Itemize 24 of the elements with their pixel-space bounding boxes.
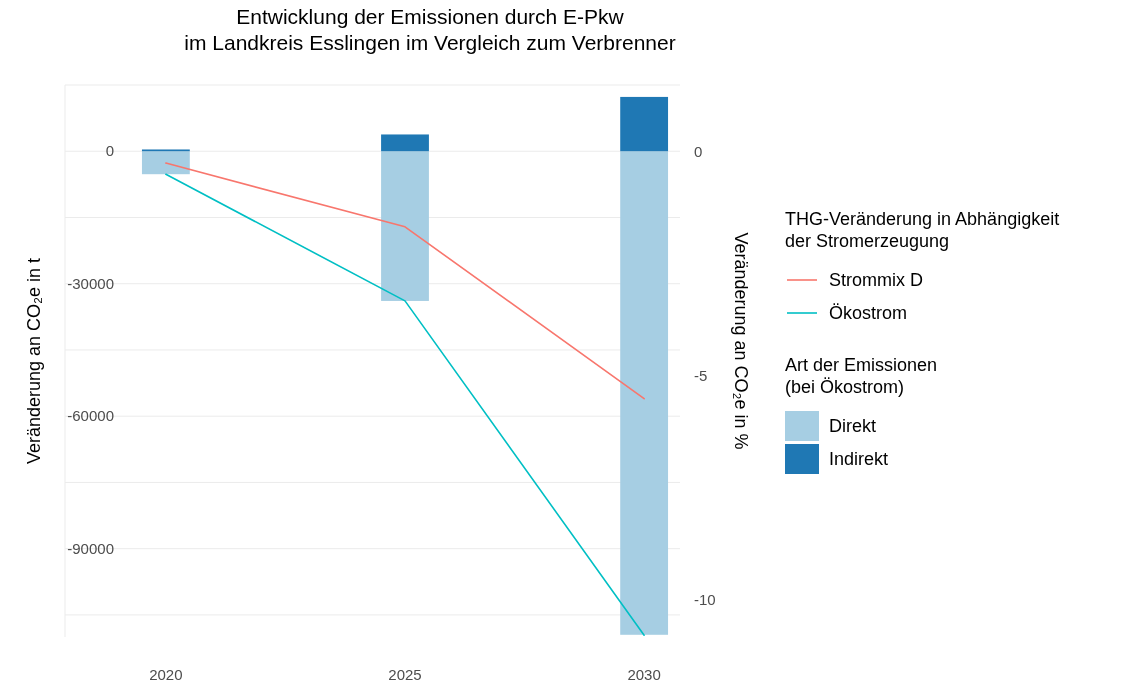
x-tick-label: 2030 (627, 666, 661, 683)
y-tick-label: -30000 (67, 274, 114, 292)
legend-label: Direkt (829, 416, 877, 437)
x-tick-label: 2025 (388, 666, 422, 683)
y-tick-label: 0 (105, 142, 114, 160)
bar (620, 151, 669, 635)
bar (381, 151, 429, 301)
y2-tick-label: 0 (694, 142, 703, 160)
legend-label: Ökostrom (829, 303, 908, 324)
bar (381, 134, 429, 152)
x-tick-label: 2020 (149, 666, 183, 683)
y-tick-label: -60000 (67, 407, 114, 425)
y-axis-title: Veränderung an CO₂e in t (24, 257, 44, 465)
legend-label: Strommix D (829, 270, 923, 291)
y2-axis-title: Veränderung an CO₂e in % (731, 232, 751, 450)
y2-tick-label: -10 (694, 591, 716, 609)
y2-tick-label: -5 (694, 367, 708, 385)
bar (141, 151, 190, 175)
y-tick-label: -90000 (67, 539, 114, 557)
bar (620, 96, 669, 152)
chart-title: Entwicklung der Emissionen durch E-Pkw im Landkreis Esslingen im Vergleich zum Verbrenner (184, 5, 676, 54)
legend-label: Indirekt (829, 449, 889, 470)
text: Art der Emissionen (bei Ökostrom) (785, 355, 938, 397)
text: THG-Veränderung in Abhängigkeit der Stromerzeugung (785, 209, 1060, 251)
